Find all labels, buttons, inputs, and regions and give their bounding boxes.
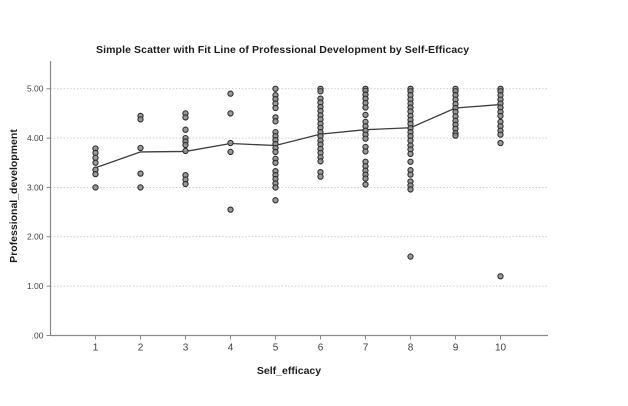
data-point <box>317 88 324 95</box>
data-point <box>272 118 279 125</box>
data-point <box>182 180 189 188</box>
data-point <box>272 184 279 191</box>
data-point <box>227 90 234 97</box>
data-point <box>137 170 144 177</box>
data-point <box>362 111 369 119</box>
data-point <box>317 158 324 165</box>
chart-title: Simple Scatter with Fit Line of Professi… <box>96 44 470 56</box>
data-point <box>272 104 279 112</box>
data-point <box>317 173 324 180</box>
data-point <box>182 114 189 121</box>
data-point <box>272 148 279 156</box>
data-point <box>497 139 504 147</box>
data-point <box>362 175 369 182</box>
data-point <box>362 104 369 111</box>
y-tick-label: 3.00 <box>27 182 44 192</box>
data-point <box>407 158 414 165</box>
x-tick-label: 7 <box>363 343 369 354</box>
data-point <box>227 206 234 213</box>
data-point <box>272 85 279 92</box>
data-point <box>92 159 99 166</box>
x-axis-title: Self_efficacy <box>256 365 322 377</box>
data-point <box>137 184 144 191</box>
data-point <box>362 148 369 155</box>
data-point <box>182 141 189 149</box>
data-point <box>407 253 414 260</box>
x-tick-label: 5 <box>273 343 279 354</box>
x-tick-label: 3 <box>183 343 189 354</box>
data-point <box>452 132 459 139</box>
data-point <box>137 116 144 123</box>
data-point <box>407 186 414 193</box>
data-point <box>362 135 369 142</box>
x-tick-label: 8 <box>408 343 414 354</box>
y-tick-label: 1.00 <box>27 281 44 291</box>
data-point <box>227 148 234 156</box>
data-point <box>182 126 189 133</box>
data-point <box>362 181 369 188</box>
data-point <box>227 110 234 117</box>
x-tick-label: 4 <box>228 343 234 354</box>
data-point <box>497 131 504 138</box>
x-tick-label: 6 <box>318 343 324 354</box>
data-point <box>137 144 144 152</box>
x-tick-label: 10 <box>495 343 507 354</box>
y-tick-label: 2.00 <box>27 232 44 242</box>
data-point <box>272 159 279 166</box>
data-point <box>407 150 414 158</box>
data-point <box>272 197 279 204</box>
data-point <box>407 171 414 178</box>
x-tick-label: 1 <box>93 343 99 354</box>
data-point <box>182 147 189 155</box>
x-tick-label: 2 <box>138 343 144 354</box>
y-axis-title: Professional_development <box>8 129 20 263</box>
data-point <box>497 112 504 120</box>
y-tick-label: 5.00 <box>27 84 44 94</box>
data-point <box>227 139 234 147</box>
y-tick-label: .00 <box>32 330 44 340</box>
data-point <box>92 170 99 178</box>
fit-line <box>95 103 501 169</box>
data-point <box>497 273 504 280</box>
x-tick-label: 9 <box>453 343 459 354</box>
data-point <box>92 184 99 191</box>
y-tick-label: 4.00 <box>27 133 44 143</box>
